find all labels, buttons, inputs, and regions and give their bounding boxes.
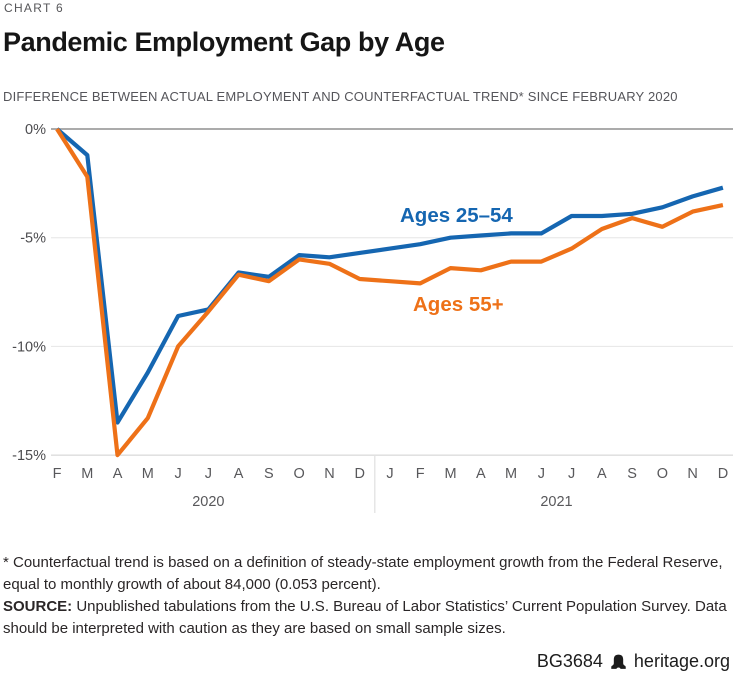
y-axis-tick-label: 0% (25, 122, 46, 138)
x-axis-year-label: 2021 (540, 494, 572, 510)
x-axis-month-label: A (476, 466, 486, 482)
x-axis-month-label: M (444, 466, 456, 482)
series-label-ages-25-54: Ages 25–54 (400, 204, 513, 227)
x-axis-month-label: S (264, 466, 274, 482)
source-text: Unpublished tabulations from the U.S. Bu… (3, 598, 727, 637)
footnote-asterisk-note: * Counterfactual trend is based on a def… (3, 554, 723, 593)
x-axis-year-label: 2020 (192, 494, 224, 510)
source-note: SOURCE: Unpublished tabulations from the… (3, 596, 729, 640)
source-label: SOURCE: (3, 598, 73, 615)
doc-id: BG3684 (536, 651, 603, 671)
x-axis-month-label: J (568, 466, 575, 482)
x-axis-month-label: A (234, 466, 244, 482)
x-axis-month-label: F (53, 466, 62, 482)
x-axis-month-label: D (354, 466, 364, 482)
y-axis-tick-label: -15% (12, 448, 46, 464)
x-axis-month-label: F (416, 466, 425, 482)
x-axis-month-label: M (142, 466, 154, 482)
x-axis-month-label: O (294, 466, 305, 482)
chart-subtitle: DIFFERENCE BETWEEN ACTUAL EMPLOYMENT AND… (3, 89, 678, 104)
x-axis-month-label: J (386, 466, 393, 482)
series-line-ages-25-54 (55, 127, 724, 425)
x-axis-month-label: N (687, 466, 697, 482)
chart-title: Pandemic Employment Gap by Age (3, 27, 445, 57)
site-url: heritage.org (633, 651, 730, 671)
x-axis-month-label: A (597, 466, 607, 482)
line-chart: 0% -5% -10% -15% F M A M J J A S O N D J F M A M J J A S O N D 2020… (12, 122, 733, 513)
x-axis-month-label: D (718, 466, 728, 482)
x-axis-month-label: O (657, 466, 668, 482)
x-axis-month-label: J (538, 466, 545, 482)
series-line-ages-55 (55, 127, 724, 458)
x-axis-month-label: J (174, 466, 181, 482)
chart-eyebrow: CHART 6 (4, 1, 65, 15)
footnotes: * Counterfactual trend is based on a def… (3, 552, 729, 640)
liberty-bell-icon (611, 654, 626, 669)
series-label-ages-55: Ages 55+ (413, 293, 504, 316)
x-axis-month-label: A (113, 466, 123, 482)
x-axis-month-label: N (324, 466, 334, 482)
y-axis-tick-label: -10% (12, 339, 46, 355)
x-axis-month-label: J (205, 466, 212, 482)
x-axis-month-label: S (627, 466, 637, 482)
x-axis-month-label: M (505, 466, 517, 482)
x-axis-month-label: M (81, 466, 93, 482)
report-footer: BG3684 heritage.org (537, 651, 730, 672)
y-axis-tick-label: -5% (20, 231, 46, 247)
